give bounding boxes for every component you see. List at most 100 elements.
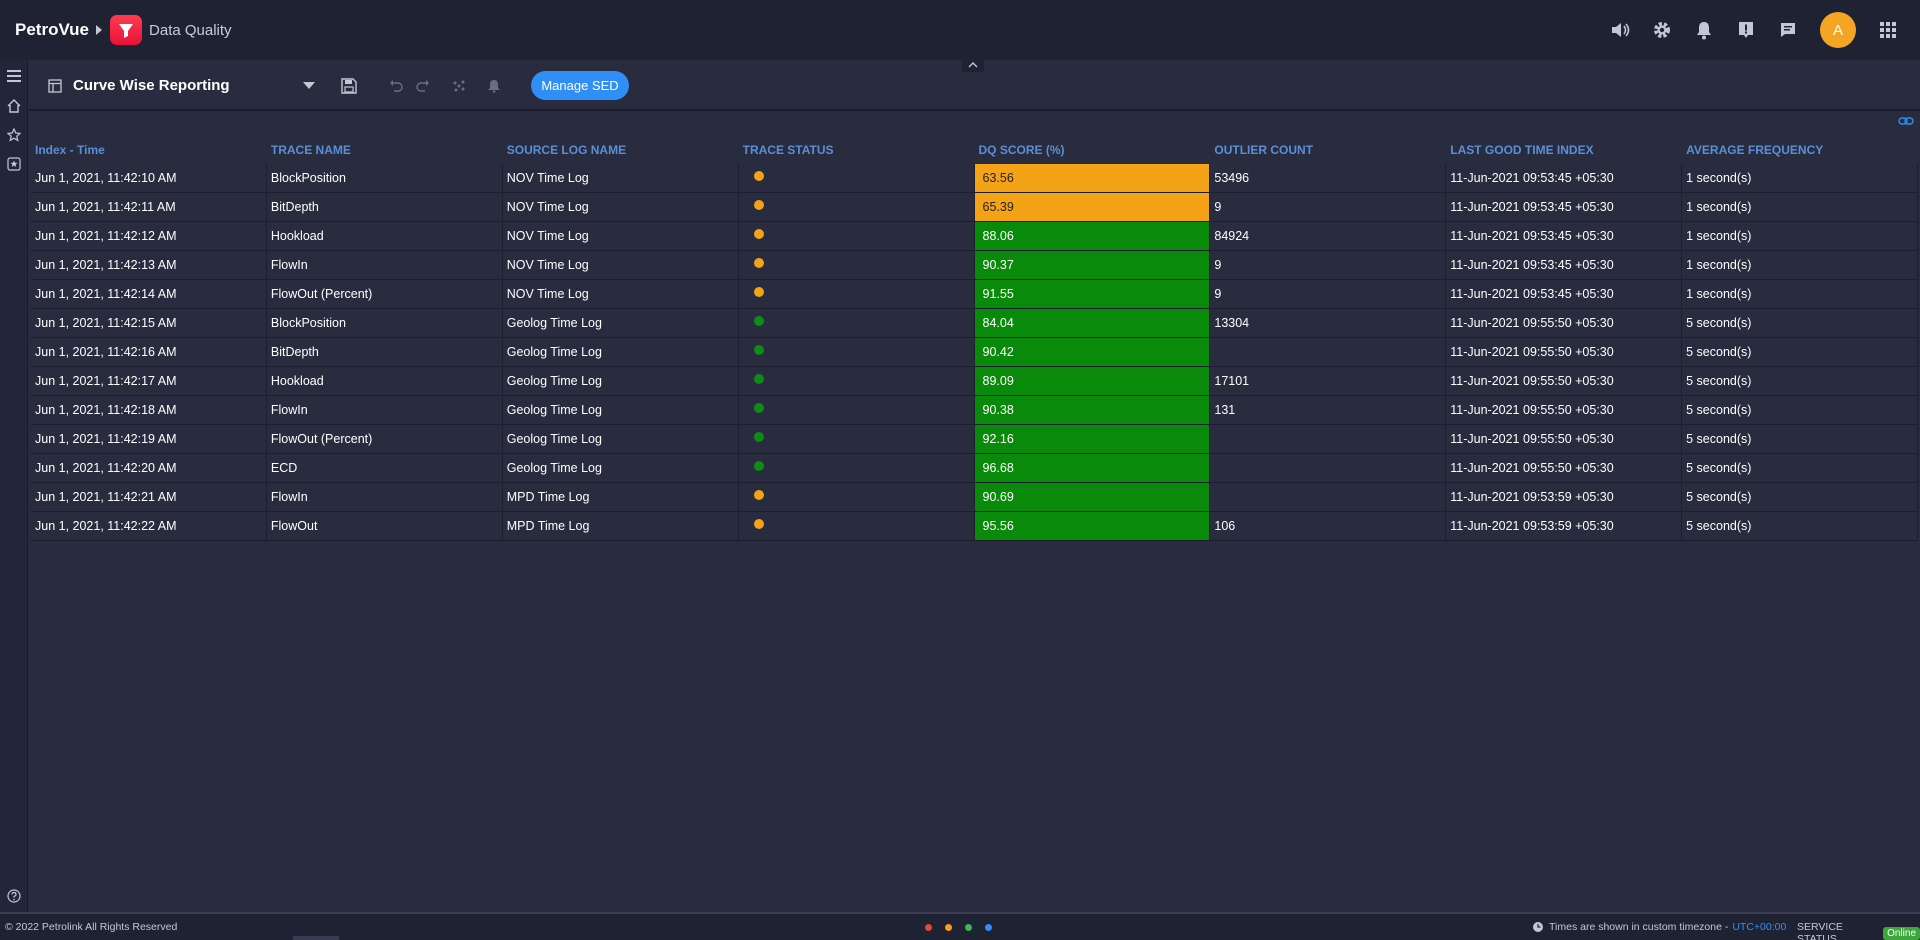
chevron-down-icon[interactable] [299, 76, 319, 96]
cell-outlier-count-text: 53496 [1214, 171, 1250, 185]
status-dot-icon [753, 461, 764, 471]
table-row[interactable]: Jun 1, 2021, 11:42:17 AM Hookload Geolog T… [31, 367, 1918, 396]
star-icon[interactable] [6, 127, 22, 143]
column-header-trace-name[interactable]: TRACE NAME [270, 142, 351, 157]
cell-dq-score: 90.38 [974, 396, 1211, 424]
table-row[interactable]: Jun 1, 2021, 11:42:11 AM BitDepth NOV Time… [31, 193, 1918, 222]
undo-icon[interactable] [386, 76, 406, 96]
cell-source-log-name: NOV Time Log [503, 193, 739, 221]
cell-average-frequency-text: 5 second(s) [1686, 316, 1752, 330]
table-row[interactable]: Jun 1, 2021, 11:42:21 AM FlowIn MPD Time L… [31, 483, 1918, 512]
cell-last-good-time-index: 11-Jun-2021 09:53:59 +05:30 [1446, 483, 1683, 511]
chat-icon[interactable] [1778, 20, 1798, 40]
copyright-text: © 2022 Petrolink All Rights Reserved [5, 921, 178, 933]
service-status-label: SERVICE STATUS [1797, 921, 1843, 940]
cell-last-good-time-index: 11-Jun-2021 09:53:45 +05:30 [1446, 193, 1683, 221]
cell-trace-name-text: FlowOut [270, 519, 318, 533]
brand-name[interactable]: PetroVue [15, 20, 90, 39]
cell-trace-status [739, 338, 975, 366]
cell-last-good-time-index: 11-Jun-2021 09:55:50 +05:30 [1446, 454, 1683, 482]
cell-source-log-name: MPD Time Log [503, 483, 739, 511]
footer-bar: © 2022 Petrolink All Rights Reserved Tim… [0, 912, 1920, 940]
cell-last-good-time-index-text: 11-Jun-2021 09:55:50 +05:30 [1450, 374, 1614, 388]
cell-trace-name-text: FlowOut (Percent) [270, 287, 373, 301]
cell-trace-name: FlowIn [267, 483, 503, 511]
table-row[interactable]: Jun 1, 2021, 11:42:15 AM BlockPosition Geo… [31, 309, 1918, 338]
manage-sed-button[interactable]: Manage SED [531, 71, 629, 100]
column-header-average-frequency[interactable]: AVERAGE FREQUENCY [1686, 142, 1824, 157]
cell-outlier-count: 17101 [1210, 367, 1447, 395]
cell-last-good-time-index-text: 11-Jun-2021 09:53:59 +05:30 [1450, 490, 1614, 504]
table-row[interactable]: Jun 1, 2021, 11:42:22 AM FlowOut MPD Time … [31, 512, 1918, 541]
home-icon[interactable] [6, 98, 22, 114]
left-sidebar [0, 60, 28, 912]
table-row[interactable]: Jun 1, 2021, 11:42:16 AM BitDepth Geolog T… [31, 338, 1918, 367]
help-icon[interactable] [6, 888, 22, 904]
table-row[interactable]: Jun 1, 2021, 11:42:12 AM Hookload NOV Time… [31, 222, 1918, 251]
cell-source-log-name: Geolog Time Log [503, 454, 739, 482]
cell-source-log-name-text: MPD Time Log [506, 490, 590, 504]
curve-report-table: Index - Time TRACE NAME SOURCE LOG NAME … [31, 135, 1918, 541]
apps-grid-icon[interactable] [1878, 20, 1898, 40]
table-row[interactable]: Jun 1, 2021, 11:42:14 AM FlowOut (Percent… [31, 280, 1918, 309]
cell-outlier-count: 131 [1210, 396, 1447, 424]
cell-index-time: Jun 1, 2021, 11:42:19 AM [31, 425, 267, 453]
table-row[interactable]: Jun 1, 2021, 11:42:20 AM ECD Geolog Time L… [31, 454, 1918, 483]
speaker-icon[interactable] [1610, 20, 1630, 40]
layout-icon[interactable] [45, 76, 65, 96]
column-header-index-time[interactable]: Index - Time [35, 142, 105, 157]
cell-outlier-count-text: 17101 [1214, 374, 1250, 388]
table-row[interactable]: Jun 1, 2021, 11:42:18 AM FlowIn Geolog Tim… [31, 396, 1918, 425]
cell-trace-name-text: Hookload [270, 229, 324, 243]
column-header-trace-status[interactable]: TRACE STATUS [742, 142, 834, 157]
cell-average-frequency-text: 1 second(s) [1686, 258, 1752, 272]
cell-source-log-name-text: NOV Time Log [506, 229, 589, 243]
cell-trace-status [739, 396, 975, 424]
scatter-icon[interactable] [449, 76, 469, 96]
cell-trace-name-text: FlowIn [270, 403, 308, 417]
cell-average-frequency: 5 second(s) [1682, 367, 1918, 395]
cell-index-time-text: Jun 1, 2021, 11:42:11 AM [35, 200, 176, 214]
cell-source-log-name-text: MPD Time Log [506, 519, 590, 533]
timezone-link[interactable]: UTC+00:00 [1732, 921, 1787, 933]
user-avatar[interactable]: A [1820, 12, 1856, 48]
link-icon[interactable] [1898, 115, 1914, 127]
star-box-icon[interactable] [6, 156, 22, 172]
cell-index-time-text: Jun 1, 2021, 11:42:16 AM [35, 345, 177, 359]
cell-outlier-count-text: 9 [1214, 200, 1222, 214]
app-name: Data Quality [149, 21, 232, 39]
cell-trace-name-text: FlowIn [270, 258, 308, 272]
footer-scroll-thumb[interactable] [293, 936, 339, 940]
cell-trace-name-text: FlowOut (Percent) [270, 432, 373, 446]
alarm-bell-icon[interactable] [484, 76, 504, 96]
cell-trace-name-text: BlockPosition [270, 171, 346, 185]
alert-icon[interactable] [1736, 20, 1756, 40]
table-row[interactable]: Jun 1, 2021, 11:42:13 AM FlowIn NOV Time L… [31, 251, 1918, 280]
cell-last-good-time-index-text: 11-Jun-2021 09:55:50 +05:30 [1450, 403, 1614, 417]
column-header-dq-score[interactable]: DQ SCORE (%) [978, 142, 1065, 157]
cell-trace-status [739, 309, 975, 337]
cell-outlier-count-text: 84924 [1214, 229, 1250, 243]
column-header-outlier-count[interactable]: OUTLIER COUNT [1214, 142, 1314, 157]
cell-source-log-name: MPD Time Log [503, 512, 739, 540]
save-icon[interactable] [339, 76, 359, 96]
cell-average-frequency: 5 second(s) [1682, 454, 1918, 482]
cell-index-time-text: Jun 1, 2021, 11:42:14 AM [35, 287, 177, 301]
menu-icon[interactable] [6, 68, 22, 84]
column-header-last-good-time-index[interactable]: LAST GOOD TIME INDEX [1450, 142, 1594, 157]
table-row[interactable]: Jun 1, 2021, 11:42:19 AM FlowOut (Percent… [31, 425, 1918, 454]
cell-last-good-time-index-text: 11-Jun-2021 09:55:50 +05:30 [1450, 432, 1614, 446]
cell-last-good-time-index: 11-Jun-2021 09:53:45 +05:30 [1446, 222, 1683, 250]
cell-trace-name: FlowOut (Percent) [267, 425, 503, 453]
gear-icon[interactable] [1652, 20, 1672, 40]
cell-trace-name-text: Hookload [270, 374, 324, 388]
cell-index-time-text: Jun 1, 2021, 11:42:12 AM [35, 229, 177, 243]
collapse-toolbar-chevron-up-icon[interactable] [962, 58, 984, 72]
dq-score-value: 95.56 [982, 519, 1014, 533]
column-header-source-log-name[interactable]: SOURCE LOG NAME [506, 142, 627, 157]
dq-score-value: 84.04 [982, 316, 1014, 330]
redo-icon[interactable] [413, 76, 433, 96]
cell-trace-name-text: BitDepth [270, 345, 319, 359]
bell-icon[interactable] [1694, 20, 1714, 40]
table-row[interactable]: Jun 1, 2021, 11:42:10 AM BlockPosition NOV… [31, 164, 1918, 193]
